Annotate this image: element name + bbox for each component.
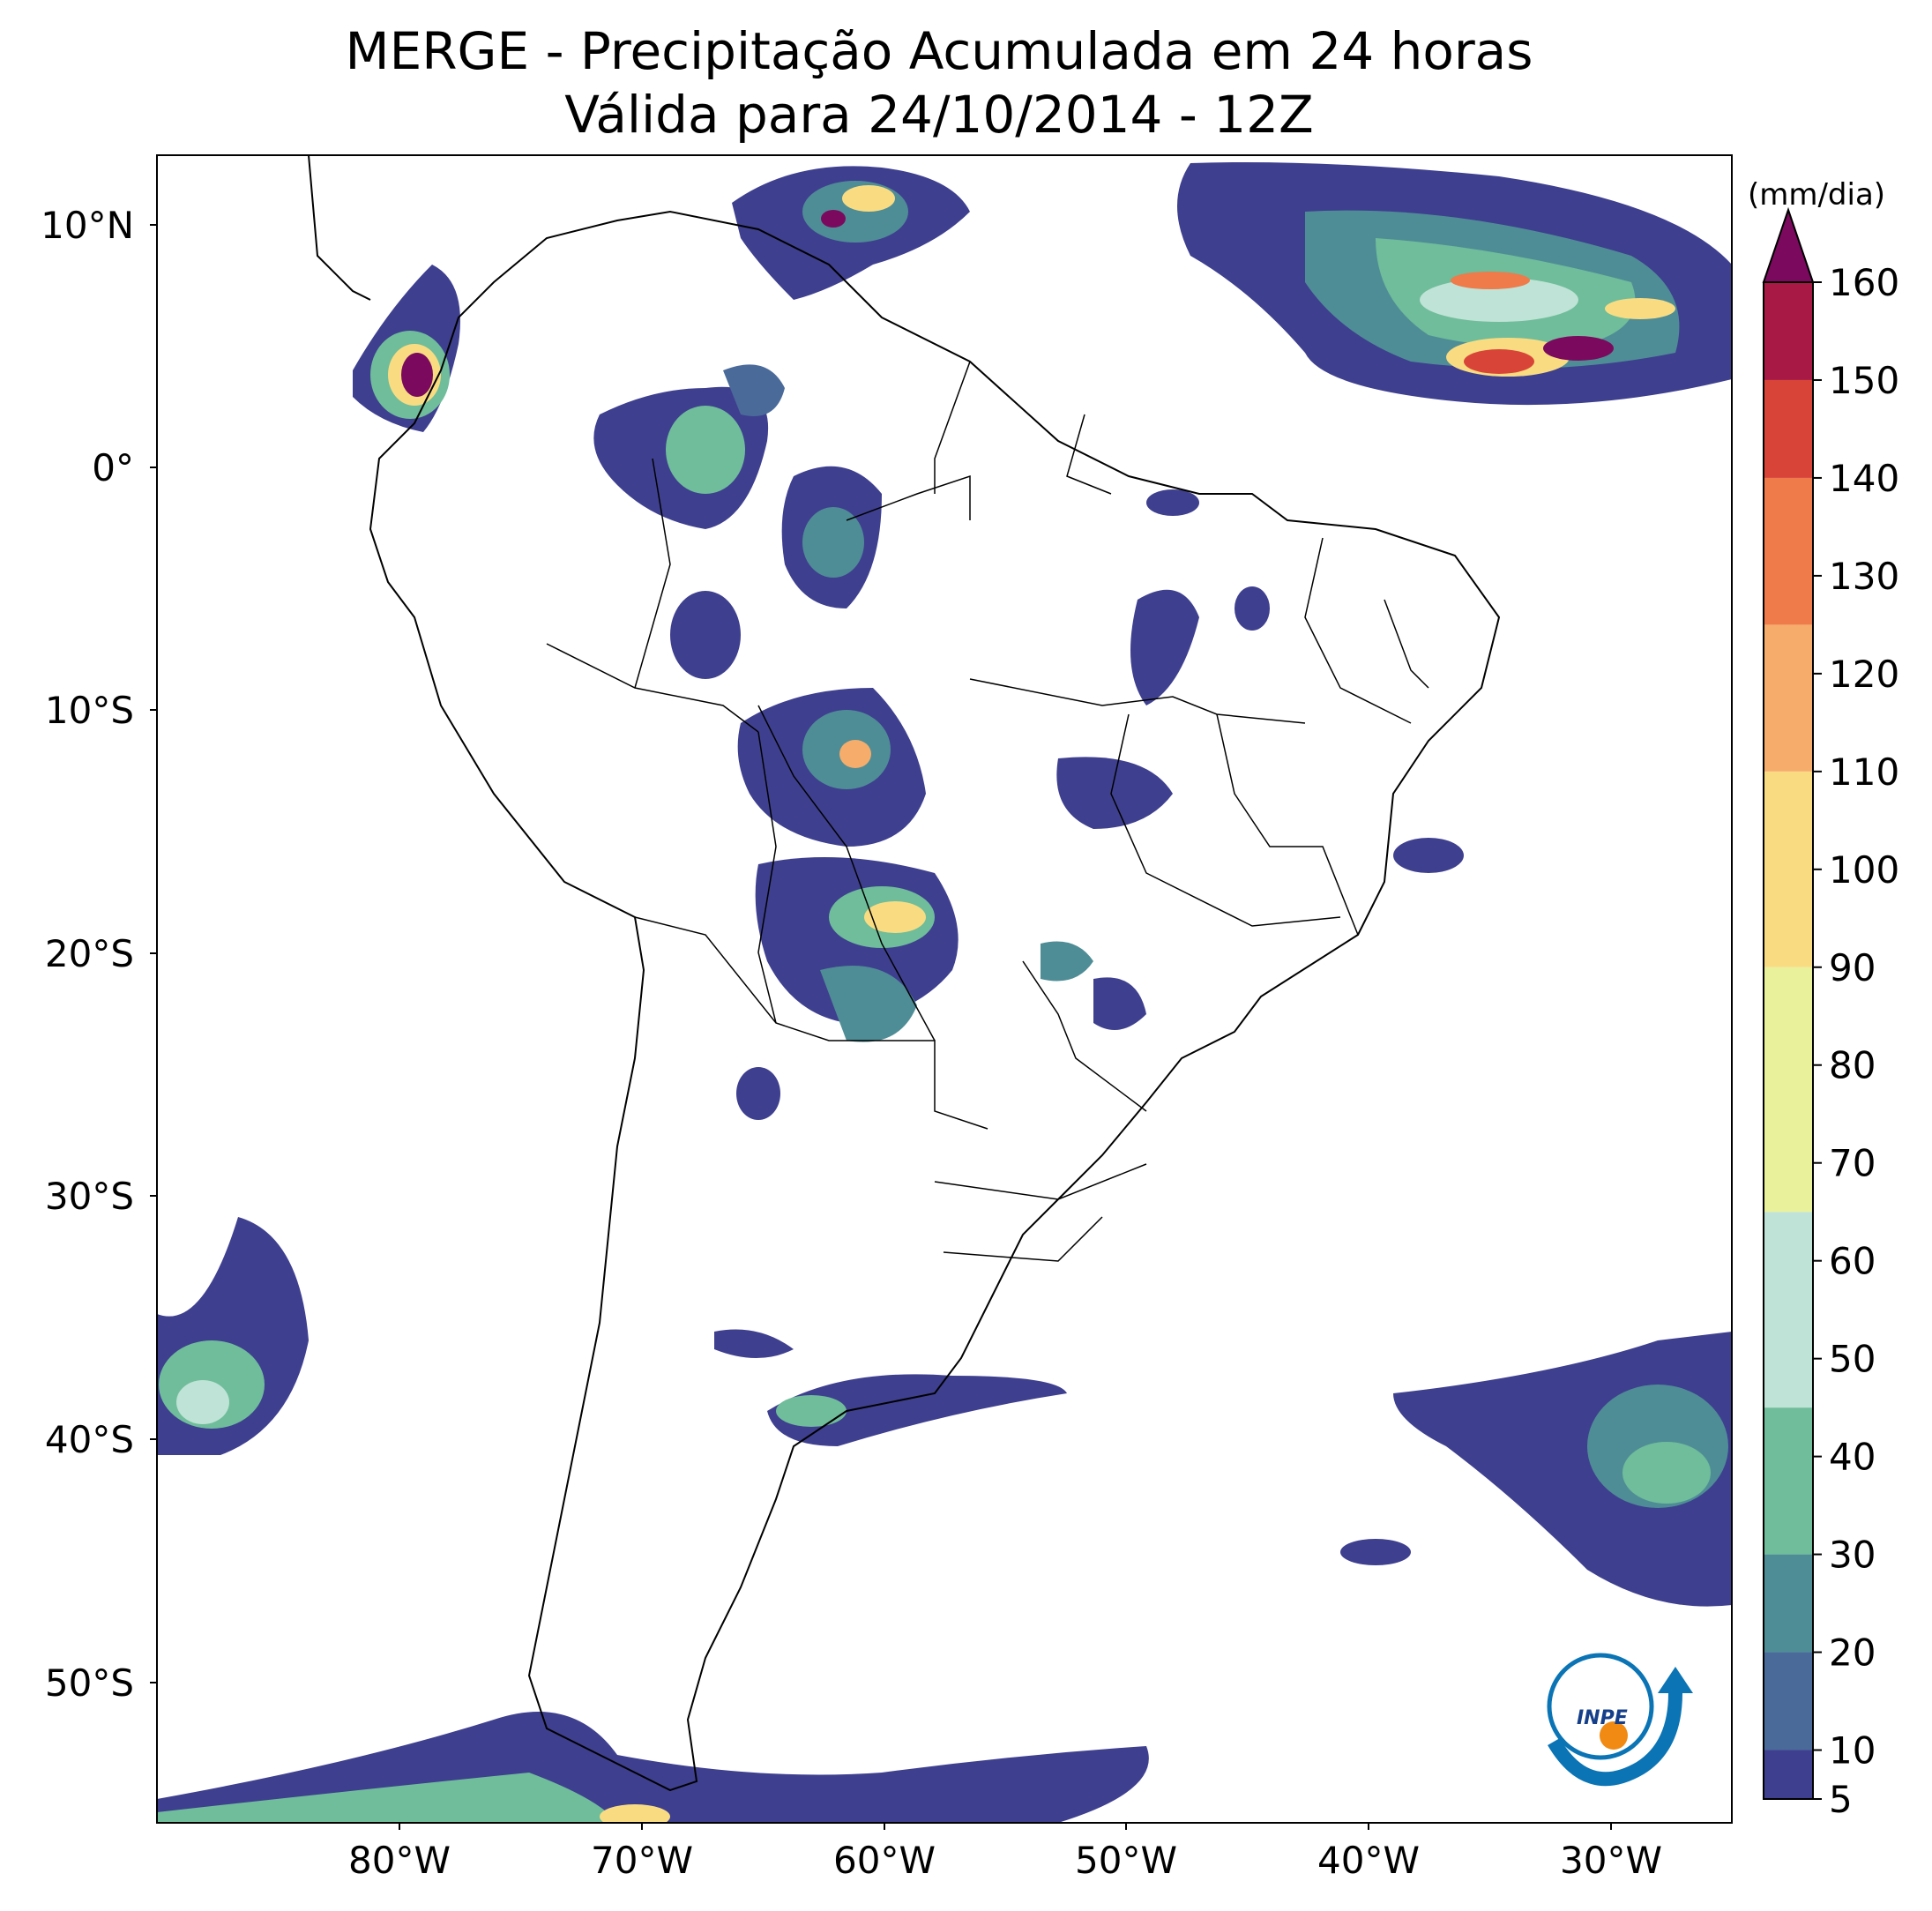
map-title-line-2: Válida para 24/10/2014 - 12Z (564, 85, 1314, 145)
lat-tick-label: 50°S (45, 1661, 134, 1705)
colorbar-tick-label: 50 (1829, 1338, 1876, 1381)
colorbar-segment (1764, 477, 1813, 625)
map-title-line-1: MERGE - Precipitação Acumulada em 24 hor… (345, 21, 1533, 81)
colorbar-segment (1764, 1652, 1813, 1751)
longitude-axis: 80°W 70°W 60°W 50°W 40°W 30°W (348, 1823, 1662, 1882)
colorbar-segment (1764, 771, 1813, 967)
colorbar-tick-label: 140 (1829, 457, 1899, 500)
colorbar-segment (1764, 624, 1813, 772)
lat-tick-label: 30°S (45, 1175, 134, 1218)
colorbar-tick-label: 130 (1829, 555, 1899, 598)
colorbar-tick-label: 20 (1829, 1631, 1876, 1675)
country-borders (546, 361, 1429, 1262)
lat-tick-label: 0° (92, 446, 134, 489)
colorbar-tick-label: 30 (1829, 1534, 1876, 1577)
colorbar-tick-label: 160 (1829, 261, 1899, 304)
inpe-logo: INPE (1547, 1653, 1693, 1787)
colorbar-tick-label: 110 (1829, 750, 1899, 794)
colorbar-ticks: 5 10 20 30 40 50 60 70 80 90 100 110 120 130 140 150 160 (1813, 261, 1899, 1821)
lat-tick-label: 10°N (41, 204, 134, 247)
lon-tick-label: 40°W (1317, 1839, 1420, 1882)
lat-tick-label: 10°S (45, 689, 134, 732)
lat-tick-label: 40°S (45, 1418, 134, 1461)
colorbar-tick-label: 10 (1829, 1729, 1876, 1773)
colorbar-segments (1764, 282, 1813, 1799)
map-panel (156, 154, 1733, 1824)
colorbar-segment (1764, 1212, 1813, 1408)
lat-tick-label: 20°S (45, 932, 134, 975)
lon-tick-label: 80°W (348, 1839, 451, 1882)
colorbar-segment (1764, 1554, 1813, 1653)
colorbar: (mm/dia) 5 10 20 30 40 50 60 70 80 90 100 110 120 130… (1748, 177, 1899, 1821)
lon-tick-label: 60°W (833, 1839, 936, 1882)
lon-tick-label: 30°W (1560, 1839, 1662, 1882)
colorbar-segment (1764, 379, 1813, 478)
colorbar-tick-label: 120 (1829, 653, 1899, 696)
colorbar-tick-label: 40 (1829, 1436, 1876, 1479)
precipitation-field (157, 162, 1732, 1823)
colorbar-segment (1764, 1407, 1813, 1555)
colorbar-tick-label: 150 (1829, 359, 1899, 402)
colorbar-tick-label: 80 (1829, 1044, 1876, 1087)
colorbar-segment (1764, 1750, 1813, 1799)
colorbar-unit-label: (mm/dia) (1748, 177, 1885, 213)
colorbar-extend-arrow (1762, 206, 1815, 283)
colorbar-tick-label: 100 (1829, 848, 1899, 892)
logo-text: INPE (1577, 1707, 1628, 1729)
colorbar-tick-label: 90 (1829, 946, 1876, 989)
colorbar-tick-label: 70 (1829, 1142, 1876, 1185)
colorbar-tick-label: 5 (1829, 1778, 1853, 1821)
lon-tick-label: 70°W (591, 1839, 693, 1882)
colorbar-segment (1764, 967, 1813, 1213)
lon-tick-label: 50°W (1075, 1839, 1177, 1882)
coastline (308, 155, 1501, 1792)
colorbar-segment (1764, 282, 1813, 380)
latitude-axis: 10°N 0° 10°S 20°S 30°S 40°S 50°S (41, 204, 157, 1705)
colorbar-tick-label: 60 (1829, 1240, 1876, 1283)
